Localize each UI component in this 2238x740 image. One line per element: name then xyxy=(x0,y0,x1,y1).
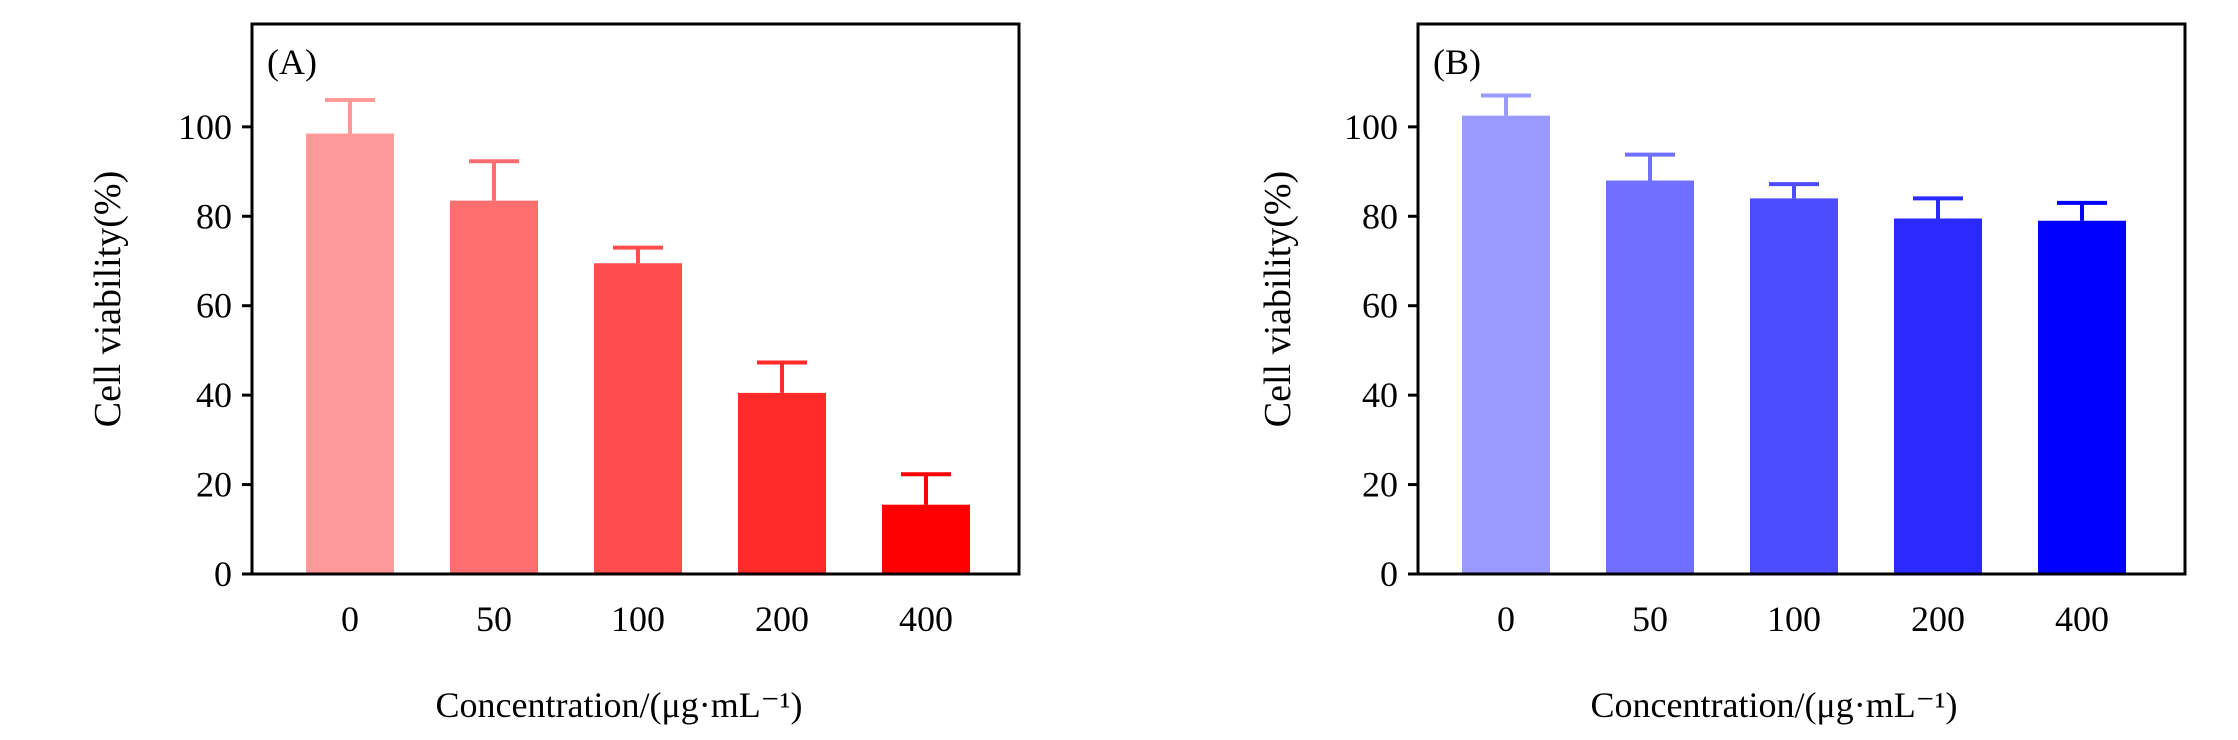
y-tick-label: 40 xyxy=(196,375,232,415)
bar-100 xyxy=(1750,198,1838,574)
bar-50 xyxy=(450,200,538,574)
y-tick-label: 40 xyxy=(1362,375,1398,415)
chart-panel-a: 0 50 100 200 400 0 20 40 60 80 100 (A) Concentration… xyxy=(87,22,1021,725)
x-tick-label: 0 xyxy=(341,599,359,639)
error-bar-50 xyxy=(1625,152,1675,181)
x-tick-label: 400 xyxy=(899,599,953,639)
y-tick-label: 60 xyxy=(1362,286,1398,326)
y-tick-label: 80 xyxy=(196,196,232,236)
y-axis-title: Cell viability(%) xyxy=(87,171,129,427)
x-axis-title: Concentration/(μg·mL⁻¹) xyxy=(1591,685,1958,725)
x-tick-label: 100 xyxy=(1767,599,1821,639)
y-axis-title: Cell viability(%) xyxy=(1257,171,1299,427)
panel-label: (A) xyxy=(267,42,317,82)
x-tick-label: 100 xyxy=(611,599,665,639)
y-tick-label: 0 xyxy=(1380,554,1398,594)
error-bar-400 xyxy=(901,472,951,505)
bar-100 xyxy=(594,263,682,574)
y-tick-label: 20 xyxy=(1362,465,1398,505)
y-tick-label: 80 xyxy=(1362,196,1398,236)
y-tick-label: 60 xyxy=(196,286,232,326)
bar-200 xyxy=(738,392,826,574)
x-tick-label: 0 xyxy=(1497,599,1515,639)
error-bar-0 xyxy=(325,98,375,134)
panel-label: (B) xyxy=(1433,42,1481,82)
error-bar-200 xyxy=(757,360,807,393)
y-tick-label: 0 xyxy=(214,554,232,594)
bar-0 xyxy=(306,133,394,574)
error-bar-100 xyxy=(1769,182,1819,199)
y-tick-label: 20 xyxy=(196,465,232,505)
x-tick-label: 400 xyxy=(2055,599,2109,639)
error-bar-400 xyxy=(2057,200,2107,221)
y-tick-label: 100 xyxy=(1344,107,1398,147)
x-tick-label: 50 xyxy=(476,599,512,639)
bar-400 xyxy=(2038,220,2126,574)
chart-panel-b: 0 50 100 200 400 0 20 40 60 80 100 (B) Concentration… xyxy=(1257,22,2187,725)
plot-frame xyxy=(250,22,1021,576)
error-bar-100 xyxy=(613,245,663,264)
bar-0 xyxy=(1462,115,1550,575)
x-axis-title: Concentration/(μg·mL⁻¹) xyxy=(436,685,803,725)
y-tick-label: 100 xyxy=(178,107,232,147)
plot-frame xyxy=(1416,22,2187,576)
bar-200 xyxy=(1894,218,1982,574)
error-bar-0 xyxy=(1481,93,1531,116)
x-tick-label: 200 xyxy=(755,599,809,639)
bar-400 xyxy=(882,504,970,574)
error-bar-50 xyxy=(469,159,519,201)
x-tick-label: 200 xyxy=(1911,599,1965,639)
error-bar-200 xyxy=(1913,196,1963,219)
bar-50 xyxy=(1606,180,1694,574)
x-tick-label: 50 xyxy=(1632,599,1668,639)
